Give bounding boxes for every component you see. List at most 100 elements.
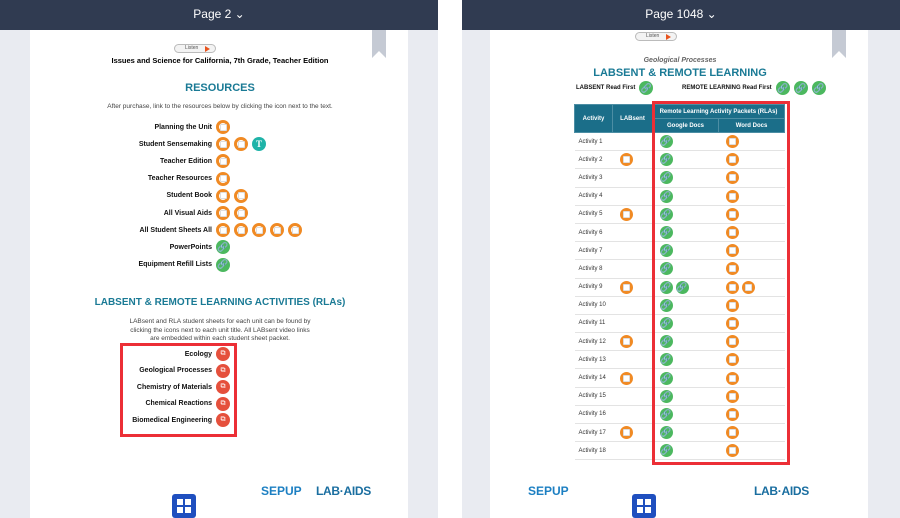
link-icon[interactable]: 🔗 bbox=[793, 81, 808, 95]
labsent-read-first: LABSENT Read First 🔗 bbox=[576, 81, 654, 95]
document-icon[interactable] bbox=[619, 371, 633, 385]
unit-row: Geological Processes ⧉ bbox=[100, 363, 230, 378]
labsent-cell bbox=[612, 296, 653, 315]
document-icon[interactable] bbox=[216, 120, 230, 134]
link-icon[interactable]: 🔗 bbox=[659, 407, 673, 421]
table-row: Activity 15 🔗 bbox=[574, 387, 785, 406]
document-icon[interactable] bbox=[725, 316, 739, 330]
document-icon[interactable] bbox=[725, 171, 739, 185]
document-icon[interactable] bbox=[216, 188, 230, 203]
page-selector[interactable]: Page 2 ⌄ bbox=[0, 0, 438, 30]
labsent-cell bbox=[612, 423, 653, 443]
document-icon[interactable] bbox=[216, 223, 230, 238]
bookmark-icon[interactable] bbox=[832, 30, 846, 58]
resource-label: Planning the Unit bbox=[154, 123, 212, 131]
group-header: Remote Learning Activity Packets (RLAs) bbox=[652, 104, 785, 119]
word-cell bbox=[718, 387, 785, 406]
link-icon[interactable]: 🔗 bbox=[659, 316, 673, 330]
link-icon[interactable]: 🔗 bbox=[659, 353, 673, 367]
document-icon[interactable] bbox=[619, 207, 633, 221]
word-cell bbox=[718, 332, 785, 352]
activity-cell: Activity 16 bbox=[574, 405, 613, 425]
pdf-icon[interactable]: ⧉ bbox=[216, 363, 230, 378]
link-icon[interactable]: 🔗 bbox=[659, 335, 673, 349]
document-icon[interactable] bbox=[216, 206, 230, 220]
activity-cell: Activity 3 bbox=[574, 168, 613, 188]
link-icon[interactable]: 🔗 bbox=[775, 81, 790, 95]
document-icon[interactable] bbox=[725, 207, 739, 221]
link-icon[interactable]: 🔗 bbox=[659, 444, 673, 458]
document-icon[interactable] bbox=[725, 444, 739, 458]
document-icon[interactable] bbox=[216, 171, 230, 186]
document-icon[interactable] bbox=[725, 426, 739, 440]
link-icon[interactable]: 🔗 bbox=[659, 280, 673, 294]
link-icon[interactable]: 🔗 bbox=[659, 189, 673, 203]
document-icon[interactable] bbox=[234, 188, 248, 203]
document-icon[interactable] bbox=[619, 426, 633, 440]
document-icon[interactable] bbox=[725, 371, 739, 385]
link-icon[interactable]: 🔗 bbox=[639, 81, 654, 95]
page-selector[interactable]: Page 1048 ⌄ bbox=[462, 0, 900, 30]
document-icon[interactable] bbox=[725, 389, 739, 403]
link-icon[interactable]: 🔗 bbox=[659, 262, 673, 276]
document-icon[interactable] bbox=[619, 153, 633, 167]
unit-row: Ecology ⧉ bbox=[100, 347, 230, 361]
bookmark-icon[interactable] bbox=[372, 30, 386, 58]
unit-label: Geological Processes bbox=[139, 367, 212, 374]
document-icon[interactable] bbox=[234, 223, 248, 238]
link-icon[interactable]: 🔗 bbox=[659, 153, 673, 167]
col-word-docs: Word Docs bbox=[718, 118, 785, 133]
link-icon[interactable]: 🔗 bbox=[216, 257, 230, 272]
link-icon[interactable]: 🔗 bbox=[811, 81, 826, 95]
link-icon[interactable]: 🔗 bbox=[659, 244, 673, 258]
document-icon[interactable] bbox=[216, 154, 230, 169]
document-icon[interactable] bbox=[725, 153, 739, 167]
table-row: Activity 8 🔗 bbox=[574, 259, 785, 279]
link-icon[interactable]: 🔗 bbox=[659, 389, 673, 403]
document-icon[interactable] bbox=[288, 223, 302, 238]
document-icon[interactable] bbox=[725, 407, 739, 421]
document-icon[interactable] bbox=[725, 262, 739, 276]
document-icon[interactable] bbox=[234, 137, 248, 152]
document-icon[interactable] bbox=[725, 244, 739, 258]
link-icon[interactable]: 🔗 bbox=[659, 171, 673, 185]
document-icon[interactable] bbox=[725, 335, 739, 349]
link-icon[interactable]: 🔗 bbox=[659, 226, 673, 240]
document-icon[interactable] bbox=[252, 223, 266, 238]
resource-label: All Student Sheets All bbox=[139, 226, 212, 234]
activity-cell: Activity 17 bbox=[574, 423, 613, 443]
document-icon[interactable] bbox=[741, 280, 755, 294]
google-cell: 🔗 bbox=[652, 314, 719, 334]
document-icon[interactable] bbox=[234, 206, 248, 220]
document-icon[interactable] bbox=[725, 353, 739, 367]
sepup-logo: SEPUP bbox=[528, 484, 569, 498]
google-cell: 🔗 🔗 bbox=[652, 278, 719, 297]
link-icon[interactable]: 🔗 bbox=[659, 298, 673, 312]
link-icon[interactable]: 🔗 bbox=[675, 280, 689, 294]
table-row: Activity 13 🔗 bbox=[574, 350, 785, 370]
listen-button[interactable]: Listen bbox=[174, 44, 216, 53]
document-icon[interactable] bbox=[725, 135, 739, 149]
document-icon[interactable] bbox=[725, 280, 739, 294]
document-icon[interactable] bbox=[270, 223, 284, 238]
t-icon[interactable]: T bbox=[252, 137, 266, 152]
document-icon[interactable] bbox=[725, 298, 739, 312]
pdf-icon[interactable]: ⧉ bbox=[216, 380, 230, 394]
word-cell bbox=[718, 168, 785, 188]
pdf-icon[interactable]: ⧉ bbox=[216, 396, 230, 411]
link-icon[interactable]: 🔗 bbox=[216, 240, 230, 255]
listen-button[interactable]: Listen bbox=[635, 32, 677, 41]
link-icon[interactable]: 🔗 bbox=[659, 426, 673, 440]
document-icon[interactable] bbox=[619, 280, 633, 294]
document-icon[interactable] bbox=[619, 335, 633, 349]
pdf-icon[interactable]: ⧉ bbox=[216, 347, 230, 361]
link-icon[interactable]: 🔗 bbox=[659, 371, 673, 385]
document-icon[interactable] bbox=[725, 189, 739, 203]
document-icon[interactable] bbox=[216, 137, 230, 152]
apps-grid-button[interactable] bbox=[632, 494, 656, 518]
pdf-icon[interactable]: ⧉ bbox=[216, 413, 230, 427]
link-icon[interactable]: 🔗 bbox=[659, 135, 673, 149]
document-icon[interactable] bbox=[725, 226, 739, 240]
link-icon[interactable]: 🔗 bbox=[659, 207, 673, 221]
apps-grid-button[interactable] bbox=[172, 494, 196, 518]
